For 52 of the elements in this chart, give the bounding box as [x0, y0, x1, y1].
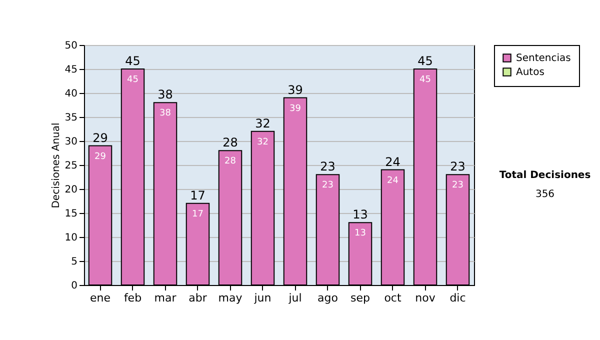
total-label: 23 [450, 160, 466, 174]
x-tick-label: mar [154, 292, 177, 304]
y-axis-title: Decisiones Anual [50, 122, 62, 208]
data-label: 38 [160, 108, 172, 119]
data-label: 24 [387, 176, 399, 186]
y-tick-label: 0 [71, 280, 78, 292]
total-label: 28 [222, 136, 238, 150]
data-label: 17 [192, 209, 204, 220]
y-tick-label: 15 [64, 208, 78, 220]
y-tick-label: 30 [64, 136, 78, 148]
y-tick-label: 35 [64, 112, 78, 124]
data-label: 23 [322, 180, 334, 191]
y-tick-label: 10 [64, 232, 78, 244]
total-label: 23 [320, 160, 336, 174]
x-tick-label: jun [253, 292, 272, 304]
y-tick-label: 20 [64, 184, 78, 196]
data-label: 13 [354, 228, 366, 239]
data-label: 45 [420, 75, 431, 85]
x-tick-label: dic [450, 292, 466, 304]
total-label: 13 [352, 208, 368, 222]
total-label: 24 [385, 154, 400, 169]
data-label: 23 [452, 180, 464, 191]
y-tick-label: 50 [64, 40, 78, 52]
total-label: 45 [418, 54, 433, 68]
x-tick-label: feb [124, 292, 142, 304]
x-tick-label: sep [350, 292, 370, 304]
y-tick-label: 5 [71, 256, 78, 268]
data-label: 28 [224, 156, 236, 167]
x-tick-label: abr [188, 292, 208, 304]
x-tick-label: jul [288, 292, 302, 304]
total-label: 29 [92, 130, 108, 145]
y-tick-label: 40 [64, 88, 78, 100]
data-label: 32 [257, 137, 268, 148]
x-tick-label: ago [318, 292, 338, 304]
x-tick-label: nov [415, 292, 436, 304]
text: 356 [534, 189, 556, 200]
data-label: 39 [290, 104, 302, 114]
total-label: 38 [158, 88, 173, 102]
legend-label: Sentencias [516, 53, 571, 64]
data-label: 45 [127, 75, 138, 85]
total-label: 17 [190, 188, 206, 202]
y-tick-label: 45 [64, 64, 78, 76]
total-label: 39 [288, 82, 303, 97]
text: Total Decisiones [498, 170, 592, 181]
y-tick-label: 25 [64, 160, 78, 172]
legend-label: Autos [516, 67, 544, 78]
data-label: 29 [94, 152, 106, 162]
total-label: 32 [255, 116, 270, 130]
x-tick-label: may [218, 292, 243, 304]
x-tick-label: oct [384, 292, 402, 304]
x-tick-label: ene [90, 292, 111, 304]
total-label: 45 [125, 54, 140, 68]
